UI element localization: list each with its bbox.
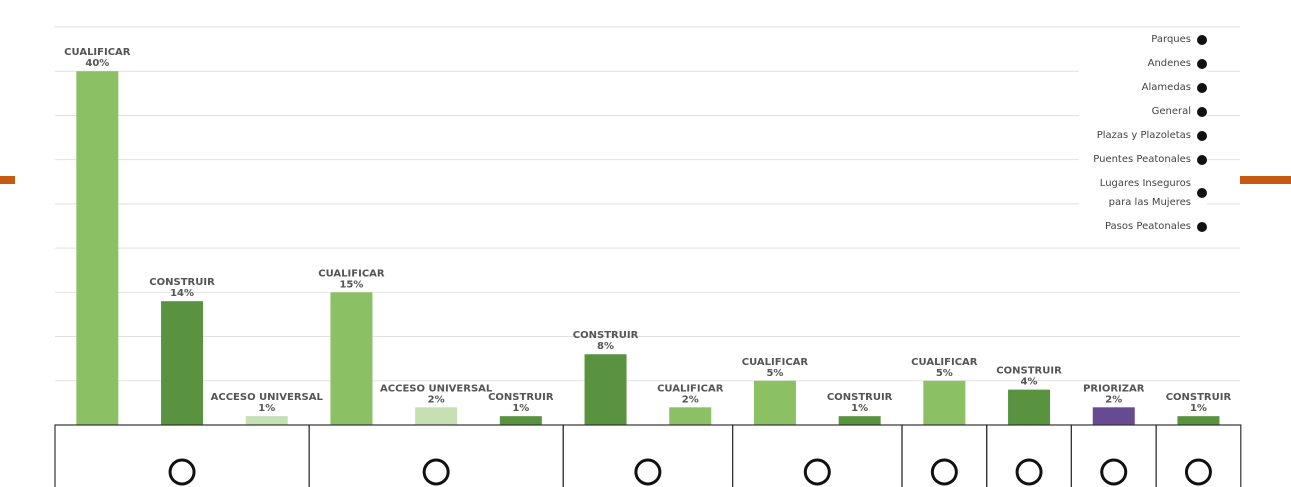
bar-label: CONSTRUIR	[149, 277, 215, 288]
legend-entry: Pasos Peatonales	[1079, 217, 1207, 236]
group-icon	[168, 458, 196, 486]
value-label: 1%	[512, 403, 529, 414]
bar	[499, 416, 542, 425]
legend-entry: Alamedas	[1079, 78, 1207, 97]
legend-entry: Parques	[1079, 30, 1207, 49]
group-icon	[930, 458, 958, 486]
legend-entry: Andenes	[1079, 54, 1207, 73]
group-icon	[1015, 458, 1043, 486]
legend-icon	[1197, 82, 1207, 93]
bar	[923, 380, 966, 425]
value-label: 2%	[682, 394, 699, 405]
value-label: 5%	[766, 368, 783, 379]
group-icon	[803, 458, 831, 486]
legend-label: Andenes	[1147, 58, 1191, 69]
legend-icon	[1197, 58, 1207, 69]
value-label: 1%	[258, 403, 275, 414]
legend-label: Puentes Peatonales	[1093, 154, 1191, 165]
legend-entry: Lugares Inseguros para las Mujeres	[1079, 174, 1207, 212]
bar-label: CONSTRUIR	[827, 392, 893, 403]
group-box	[54, 424, 310, 487]
legend: Parques Andenes Alamedas General Plazas y Pl…	[1079, 30, 1207, 241]
bar-label: CUALIFICAR	[318, 268, 385, 279]
group-box	[986, 424, 1073, 487]
bar	[584, 354, 627, 425]
group-box	[1155, 424, 1242, 487]
bar-label: CUALIFICAR	[742, 357, 809, 368]
group-box	[562, 424, 734, 487]
legend-entry: Plazas y Plazoletas	[1079, 126, 1207, 145]
bar-label: CONSTRUIR	[488, 392, 554, 403]
bar	[76, 71, 119, 425]
bar	[415, 407, 458, 425]
bar-label: CUALIFICAR	[657, 383, 724, 394]
legend-label: General	[1151, 106, 1191, 117]
legend-entry: Puentes Peatonales	[1079, 150, 1207, 169]
bar-label: ACCESO UNIVERSAL	[380, 383, 493, 394]
group-icon	[422, 458, 450, 486]
legend-label: Plazas y Plazoletas	[1096, 130, 1191, 141]
decoration	[0, 176, 15, 184]
legend-entry: General	[1079, 102, 1207, 121]
value-label: 15%	[339, 279, 363, 290]
value-label: 4%	[1021, 377, 1038, 388]
legend-icon	[1197, 221, 1207, 232]
bar	[161, 301, 204, 425]
legend-label: Pasos Peatonales	[1104, 221, 1191, 232]
bar-label: CUALIFICAR	[64, 47, 131, 58]
bar-label: ACCESO UNIVERSAL	[211, 392, 324, 403]
group-box	[1070, 424, 1157, 487]
group-box	[731, 424, 903, 487]
bar-label: CONSTRUIR	[573, 330, 639, 341]
bar	[1092, 407, 1135, 425]
group-box	[901, 424, 988, 487]
value-label: 2%	[428, 394, 445, 405]
group-box	[308, 424, 564, 487]
legend-label: Lugares Inseguros para las Mujeres	[1099, 178, 1191, 208]
bar-label: CONSTRUIR	[996, 366, 1062, 377]
bar-label: PRIORIZAR	[1083, 383, 1145, 394]
legend-label: Alamedas	[1141, 82, 1191, 93]
bar	[1008, 389, 1051, 425]
bar-label: CUALIFICAR	[911, 357, 978, 368]
bar	[1177, 416, 1220, 425]
value-label: 1%	[851, 403, 868, 414]
group-icon	[1184, 458, 1212, 486]
value-label: 40%	[85, 58, 109, 69]
legend-icon	[1197, 154, 1207, 165]
legend-icon	[1197, 106, 1207, 117]
group-icon	[1100, 458, 1128, 486]
legend-icon	[1197, 188, 1207, 198]
decoration	[1240, 176, 1291, 184]
bar	[838, 416, 881, 425]
value-label: 14%	[170, 288, 194, 299]
bar	[669, 407, 712, 425]
group-icon	[634, 458, 662, 486]
value-label: 5%	[936, 368, 953, 379]
bar-label: CONSTRUIR	[1166, 392, 1232, 403]
bar	[330, 292, 373, 425]
value-label: 8%	[597, 341, 614, 352]
bar	[753, 380, 796, 425]
legend-icon	[1197, 34, 1207, 45]
legend-label: Parques	[1151, 34, 1191, 45]
legend-icon	[1197, 130, 1207, 141]
bar	[245, 416, 288, 425]
value-label: 2%	[1105, 394, 1122, 405]
value-label: 1%	[1190, 403, 1207, 414]
